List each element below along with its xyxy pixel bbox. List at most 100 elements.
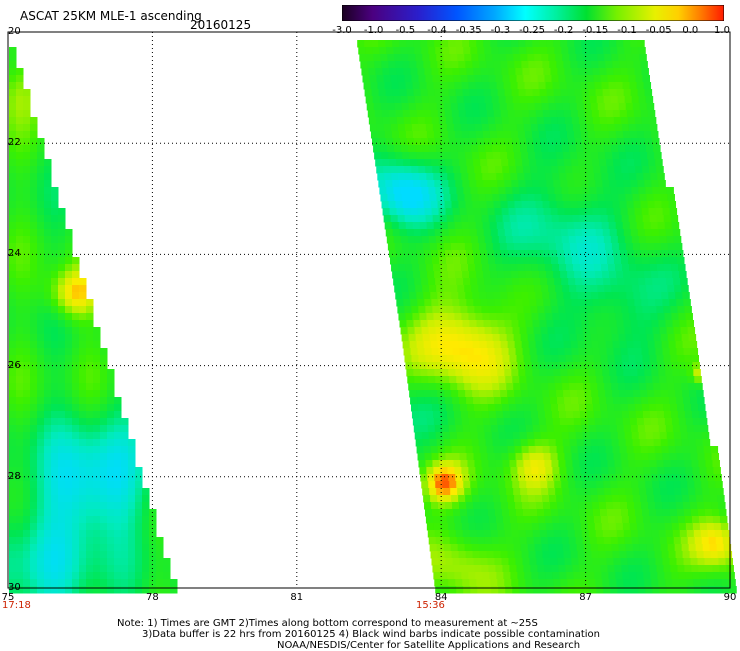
wind-cell [624,376,632,384]
wind-cell [499,383,507,391]
wind-cell [578,159,586,167]
wind-cell [389,208,398,216]
wind-cell [481,411,490,419]
wind-cell [9,96,17,104]
wind-cell [9,432,17,440]
wind-cell [405,222,414,230]
wind-cell [680,278,688,286]
wind-cell [79,530,87,538]
wind-cell [65,355,73,363]
wind-cell [461,131,470,139]
wind-cell [534,544,543,552]
wind-cell [37,138,45,146]
wind-cell [429,145,437,153]
wind-cell [524,131,533,139]
wind-cell [410,257,419,265]
wind-cell [616,320,625,328]
wind-cell [575,278,583,286]
wind-cell [630,229,639,237]
wind-cell [30,432,38,440]
wind-cell [72,495,80,503]
wind-cell [469,271,477,279]
wind-cell [697,502,705,510]
wind-cell [653,439,662,447]
wind-cell [679,474,687,482]
wind-cell [711,453,720,461]
wind-cell [479,201,488,209]
wind-cell [586,404,594,412]
wind-cell [515,159,523,167]
wind-cell [65,558,73,566]
wind-cell [568,138,576,146]
wind-cell [438,257,447,265]
wind-cell [100,516,108,524]
wind-cell [421,327,430,335]
wind-cell [37,243,45,251]
wind-cell [600,411,609,419]
wind-cell [453,215,462,223]
wind-cell [541,243,550,251]
wind-cell [542,292,550,300]
wind-cell [170,579,178,587]
wind-cell [549,201,558,209]
wind-cell [697,453,706,461]
wind-cell [58,453,66,461]
wind-cell [532,40,540,48]
swath-right [357,40,737,594]
wind-cell [713,572,721,580]
wind-cell [649,124,658,132]
wind-cell [51,376,59,384]
wind-cell [617,138,625,146]
wind-cell [407,96,416,104]
wind-cell [598,250,607,258]
wind-cell [58,460,66,468]
wind-cell [480,348,489,356]
wind-cell [488,404,496,412]
wind-cell [376,75,384,83]
wind-cell [58,579,66,587]
wind-cell [565,166,573,174]
wind-cell [552,131,561,139]
wind-cell [537,411,546,419]
wind-cell [581,530,590,538]
wind-cell [514,390,522,398]
wind-cell [647,390,655,398]
wind-cell [16,558,24,566]
wind-cell [583,334,592,342]
wind-cell [517,222,526,230]
wind-cell [121,502,129,510]
wind-cell [438,117,447,125]
wind-cell [584,152,592,160]
wind-cell [44,250,52,258]
wind-cell [51,187,59,195]
wind-cell [44,369,52,377]
wind-cell [397,124,406,132]
wind-cell [685,362,693,370]
wind-cell [587,82,596,90]
wind-cell [532,530,541,538]
wind-cell [149,572,157,580]
wind-cell [628,516,637,524]
wind-cell [665,320,674,328]
wind-cell [592,257,601,265]
wind-cell [545,222,554,230]
wind-cell [453,306,461,314]
wind-cell [375,159,383,167]
wind-cell [535,61,543,69]
wind-cell [440,82,449,90]
wind-cell [532,89,541,97]
wind-cell [588,320,597,328]
wind-cell [536,348,545,356]
colorbar-tick-label: -0.1 [617,25,637,36]
wind-cell [458,495,466,503]
wind-cell [628,75,636,83]
wind-cell [421,236,430,244]
wind-cell [457,285,465,293]
wind-cell [459,68,467,76]
wind-cell [509,355,517,363]
wind-cell [585,397,593,405]
wind-cell [86,439,94,447]
wind-cell [93,474,101,482]
wind-cell [65,320,73,328]
wind-cell [79,369,87,377]
